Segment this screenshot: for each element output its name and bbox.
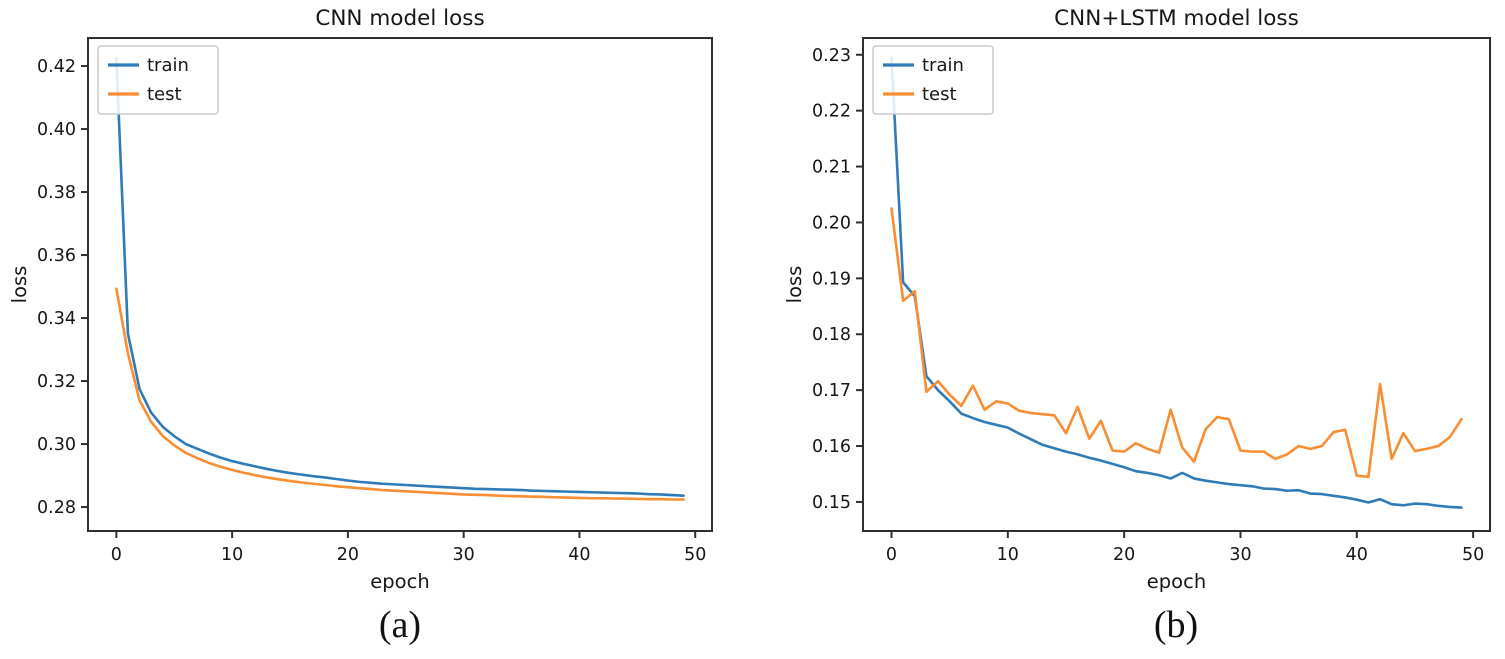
y-tick-label: 0.40: [37, 120, 76, 140]
x-tick-label: 10: [997, 545, 1019, 565]
cnn-loss-chart: 0 10 20 30 40 50 0.28 0.30 0.32 0.34 0.36 0.38 0.40 0…: [8, 6, 713, 593]
y-tick-label: 0.19: [812, 269, 851, 289]
x-tick-label: 0: [886, 545, 897, 565]
y-tick-label: 0.23: [812, 46, 851, 66]
x-tick-label: 30: [1229, 545, 1251, 565]
legend-label-test: test: [922, 84, 957, 105]
plot-area: [862, 37, 1491, 532]
test-line: [115, 287, 685, 501]
figure-panel-a: 0 10 20 30 40 50 0.28 0.30 0.32 0.34 0.36 0.38 0.40 0…: [8, 6, 713, 646]
legend-label-train: train: [922, 55, 964, 76]
x-tick-label: 50: [1462, 545, 1484, 565]
y-tick-label: 0.32: [37, 372, 76, 392]
y-tick-label: 0.15: [812, 493, 851, 513]
y-tick-label: 0.16: [812, 437, 851, 457]
x-tick-label: 30: [453, 545, 475, 565]
x-axis-label: epoch: [1147, 570, 1206, 593]
x-axis-label: epoch: [370, 570, 429, 593]
legend: train test: [872, 45, 994, 115]
x-tick-label: 20: [1113, 545, 1135, 565]
y-tick-label: 0.21: [812, 158, 851, 178]
x-tick-label: 40: [568, 545, 590, 565]
train-line: [890, 56, 1463, 509]
y-tick-label: 0.20: [812, 213, 851, 233]
chart-title: CNN+LSTM model loss: [1054, 6, 1299, 31]
test-line: [890, 207, 1463, 479]
legend-label-test: test: [147, 84, 182, 105]
y-axis-label: loss: [8, 266, 31, 304]
plot-area: [87, 37, 713, 532]
legend-box: [872, 45, 994, 115]
x-tick-label: 50: [684, 545, 706, 565]
y-tick-label: 0.42: [37, 57, 76, 77]
x-tick-label: 40: [1346, 545, 1368, 565]
x-tick-label: 10: [221, 545, 243, 565]
train-line: [115, 56, 685, 498]
y-tick-label: 0.34: [37, 309, 76, 329]
y-axis-label: loss: [783, 266, 806, 304]
y-tick-label: 0.38: [37, 183, 76, 203]
x-tick-label: 0: [111, 545, 122, 565]
legend: train test: [97, 45, 219, 115]
y-tick-label: 0.17: [812, 381, 851, 401]
y-tick-label: 0.22: [812, 102, 851, 122]
subfigure-caption-a: (a): [378, 604, 422, 646]
legend-box: [97, 45, 219, 115]
x-tick-label: 20: [337, 545, 359, 565]
y-tick-label: 0.18: [812, 325, 851, 345]
subfigure-caption-b: (b): [1153, 604, 1199, 646]
y-tick-label: 0.28: [37, 498, 76, 518]
chart-title: CNN model loss: [315, 6, 484, 31]
figure-panel-b: 0 10 20 30 40 50 0.15 0.16 0.17 0.18 0.19 0.20 0.21 0…: [755, 0, 1505, 659]
y-tick-label: 0.36: [37, 246, 76, 266]
legend-label-train: train: [147, 55, 189, 76]
cnn-lstm-loss-chart: 0 10 20 30 40 50 0.15 0.16 0.17 0.18 0.19 0.20 0.21 0…: [783, 6, 1491, 593]
y-tick-label: 0.30: [37, 435, 76, 455]
